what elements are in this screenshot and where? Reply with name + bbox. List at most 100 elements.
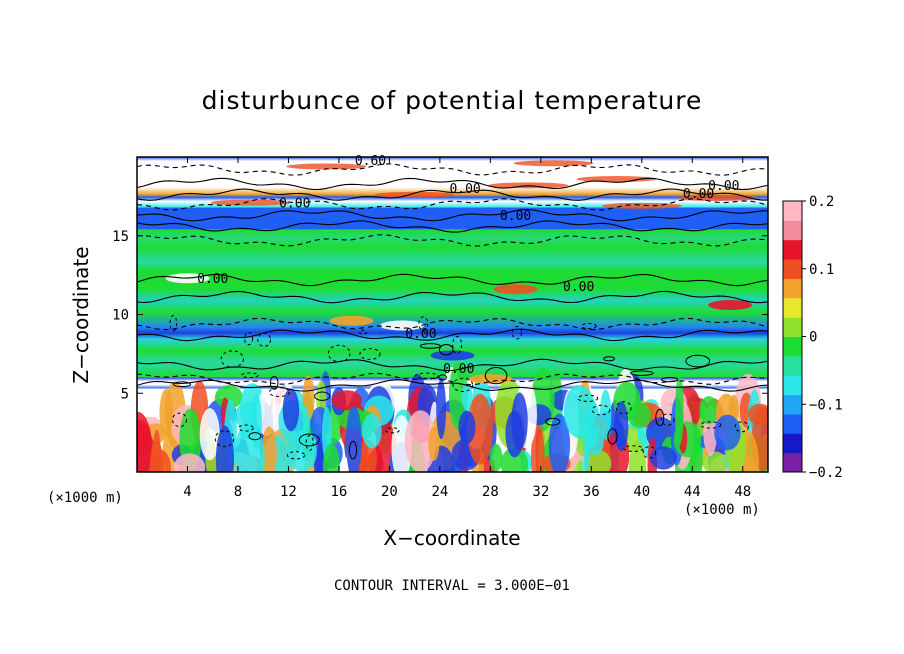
contour-label: 0.00 (279, 196, 310, 211)
colorbar-cell (783, 394, 802, 415)
plume-cell (287, 430, 317, 472)
x-tick-label: 24 (431, 484, 448, 500)
plume-cell (614, 401, 629, 452)
contour-label: 0.00 (708, 179, 739, 194)
contour-loop (257, 332, 272, 347)
x-tick-label: 20 (381, 484, 398, 500)
x-tick-label: 44 (684, 484, 701, 500)
plume-cell (173, 453, 206, 472)
contour-loop (286, 451, 306, 460)
plume-cell (362, 413, 382, 449)
plume-cell (159, 388, 174, 437)
plume-cell (215, 425, 234, 472)
x-tick-label: 40 (633, 484, 650, 500)
contour-loop (607, 428, 618, 445)
contour-line (137, 220, 768, 233)
x-tick-label: 48 (734, 484, 751, 500)
contour-labels: 0.600.000.000.00 0.000.000.000.000.000.00 (197, 154, 739, 377)
chart-title: disturbunce of potential temperature (201, 86, 703, 115)
plume-cell (587, 425, 604, 456)
plume-cell (563, 384, 596, 439)
colorbar-cell (783, 413, 802, 434)
contour-line (137, 317, 768, 331)
colorbar: 0.2 0.1 0 −0.1 −0.2 (782, 194, 843, 481)
contour-line (137, 234, 768, 247)
plume-cell (458, 410, 476, 444)
colorbar-cell (783, 201, 802, 221)
contour-loop (591, 404, 611, 416)
contour-loop (630, 370, 654, 376)
contour-loop (358, 329, 368, 335)
x-axis: 4 8 12 16 20 24 28 32 36 40 44 48 (183, 157, 751, 500)
contour-label: 0.00 (405, 327, 436, 342)
mid-feature (329, 315, 374, 326)
contour-loop (238, 424, 254, 432)
x-tick-label: 16 (330, 484, 347, 500)
contour-loop (169, 314, 178, 332)
contour-loop (661, 376, 679, 383)
contour-line (137, 372, 768, 386)
contour-loop (642, 446, 657, 459)
colorbar-cell (783, 433, 802, 454)
plume-cell (702, 451, 727, 472)
upper-streak (513, 160, 594, 167)
contour-loop (438, 344, 454, 356)
contour-loop (615, 401, 632, 415)
plume-cell (747, 403, 768, 426)
contour-loop (172, 412, 188, 428)
colorbar-cell (783, 278, 802, 299)
mid-feature (468, 374, 513, 385)
upper-streak (210, 199, 291, 206)
x-unit-label-left: (×1000 m) (47, 490, 123, 506)
contour-label: 0.00 (449, 182, 480, 197)
contour-loop (419, 343, 441, 349)
plume-cell (152, 429, 161, 472)
contour-loop (268, 387, 290, 398)
plume-cell (505, 410, 524, 458)
x-tick-label: 12 (280, 484, 297, 500)
contour-line (137, 328, 768, 342)
contour-loop (581, 322, 597, 330)
contour-label: 0.00 (500, 209, 531, 224)
plume-cell (404, 410, 437, 472)
colorbar-cell (783, 220, 802, 241)
colorbar-tick-label: 0.1 (809, 262, 834, 278)
contour-loop (305, 435, 314, 451)
contour-loop (327, 344, 351, 363)
contour-line (137, 273, 768, 287)
plume-cell (649, 446, 677, 470)
plume-cell (282, 388, 300, 432)
contour-line (137, 358, 768, 372)
colorbar-tick-label: 0 (809, 330, 817, 346)
x-tick-label: 8 (234, 484, 242, 500)
x-tick-label: 36 (583, 484, 600, 500)
contour-line (137, 208, 768, 222)
contour-label: 0.00 (197, 272, 228, 287)
plume-cell (199, 408, 220, 461)
plume-cell (428, 426, 440, 462)
contour-line (137, 177, 768, 191)
mid-feature (708, 300, 753, 311)
contour-lines (137, 163, 768, 460)
contour-loop (452, 377, 474, 392)
colorbar-cell (783, 239, 802, 260)
contour-loop (700, 421, 722, 429)
y-axis: 5 10 15 (112, 229, 768, 402)
contour-loop (241, 372, 259, 379)
plume-cell (714, 414, 741, 451)
plume-cell (489, 443, 503, 472)
upper-streak (601, 202, 682, 209)
x-tick-label: 28 (482, 484, 499, 500)
y-tick-label: 10 (112, 308, 129, 324)
plume-cell (675, 374, 684, 446)
plume-cell (467, 393, 493, 465)
contour-loop (511, 325, 522, 340)
plume-cell (261, 426, 277, 472)
contour-loop (603, 356, 615, 362)
contour-loop (452, 335, 463, 355)
contour-loop (484, 367, 508, 385)
contour-loop (269, 375, 279, 390)
contour-interval-note: CONTOUR INTERVAL = 3.000E−01 (333, 578, 570, 594)
contour-loop (414, 372, 439, 380)
